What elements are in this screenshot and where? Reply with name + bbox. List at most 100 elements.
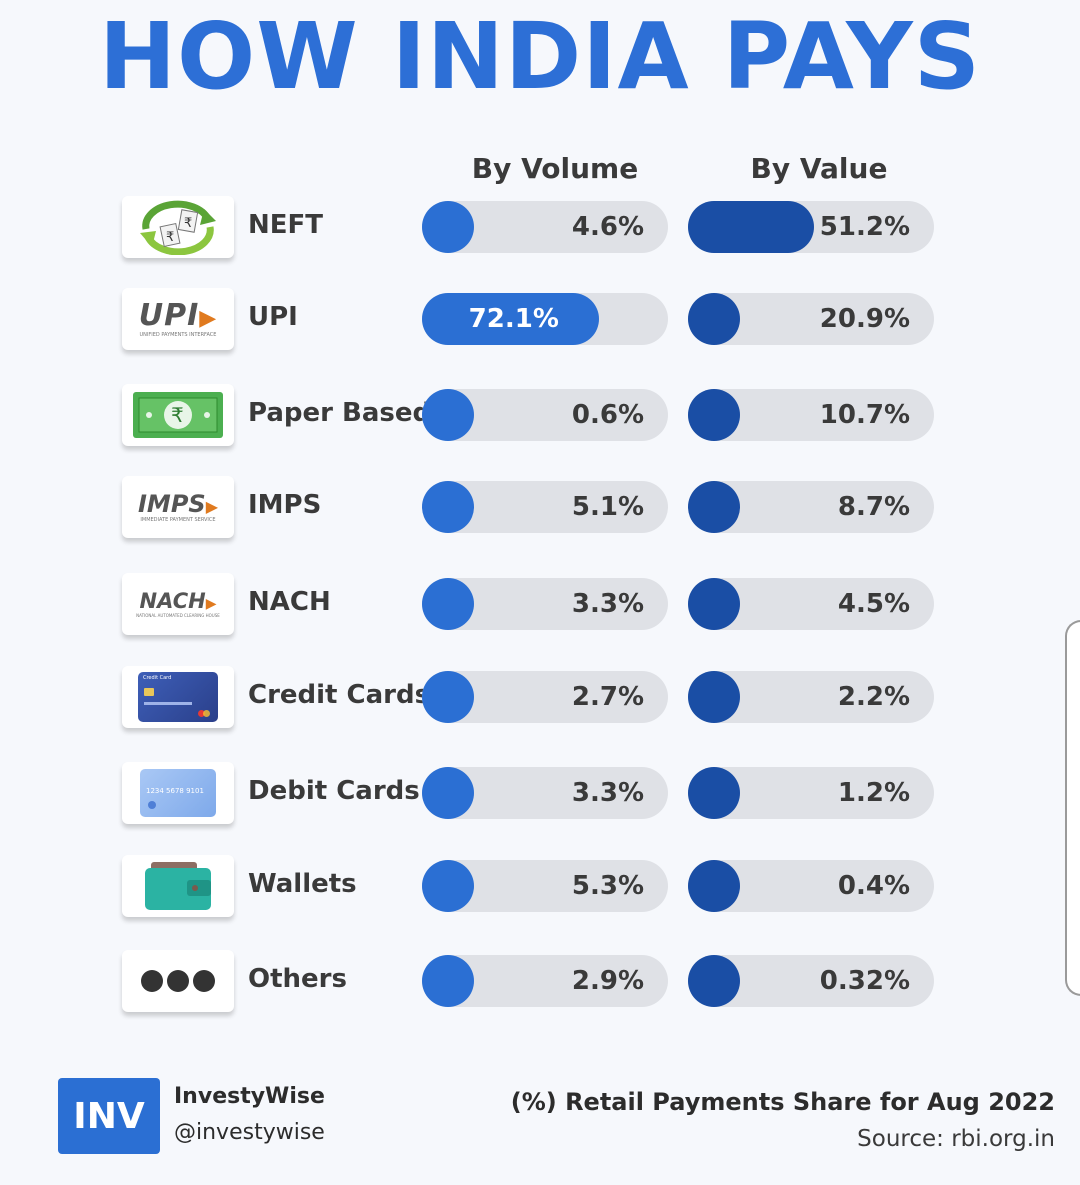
category-label: NEFT [248,210,324,240]
payment-logo: ₹ ₹ [122,196,234,258]
data-label: 5.3% [571,871,644,901]
svg-text:₹: ₹ [184,216,192,231]
brand-handle: @investywise [174,1120,325,1145]
bar [688,293,740,345]
bar-track: 5.3% [422,860,668,912]
bar [422,671,474,723]
data-label: 72.1% [468,304,559,334]
category-label: Wallets [248,869,357,899]
bar [688,389,740,441]
chart-caption: (%) Retail Payments Share for Aug 2022 [510,1088,1055,1116]
payment-logo: NACH▶ NATIONAL AUTOMATED CLEARING HOUSE [122,573,234,635]
brand-name: InvestyWise [174,1084,325,1109]
data-label: 0.6% [571,400,644,430]
payment-logo: Credit Card [122,666,234,728]
bar [688,578,740,630]
data-label: 2.7% [571,682,644,712]
bar [688,767,740,819]
nach-logo: NACH▶ NATIONAL AUTOMATED CLEARING HOUSE [136,588,220,618]
data-label: 0.32% [819,966,910,996]
chart-row: UPI▶ UNIFIED PAYMENTS INTERFACE UPI 72.1%… [0,288,1080,358]
payment-logo: UPI▶ UNIFIED PAYMENTS INTERFACE [122,288,234,350]
bar [422,955,474,1007]
bar-track: 0.6% [422,389,668,441]
payment-logo: 1234 5678 9101 [122,762,234,824]
bar-track: 2.7% [422,671,668,723]
bar-track: 2.2% [688,671,934,723]
category-label: IMPS [248,490,322,520]
upi-logo: UPI▶ UNIFIED PAYMENTS INTERFACE [138,297,218,338]
bar-track: 1.2% [688,767,934,819]
data-label: 10.7% [819,400,910,430]
chart-row: Wallets 5.3% 0.4% [0,855,1080,925]
chart-source: Source: rbi.org.in [857,1126,1055,1152]
page-title: HOW INDIA PAYS [98,3,982,110]
bar-track: 8.7% [688,481,934,533]
data-label: 51.2% [819,212,910,242]
investywise-logo-text: INV [73,1095,145,1137]
category-label: Others [248,964,347,994]
data-label: 3.3% [571,589,644,619]
investywise-logo: INV [58,1078,160,1154]
data-label: 2.2% [837,682,910,712]
bar-track: 5.1% [422,481,668,533]
chart-row: ₹ Paper Based 0.6% 10.7% [0,384,1080,454]
svg-text:₹: ₹ [166,230,174,245]
bar-track: 0.32% [688,955,934,1007]
bar-track: 10.7% [688,389,934,441]
bar-track: 2.9% [422,955,668,1007]
data-label: 4.6% [571,212,644,242]
category-label: UPI [248,302,298,332]
svg-text:₹: ₹ [171,403,184,427]
bar [422,481,474,533]
chart-row: NACH▶ NATIONAL AUTOMATED CLEARING HOUSE … [0,573,1080,643]
data-label: 4.5% [837,589,910,619]
chart-row: ₹ ₹ NEFT 4.6% 51.2% [0,196,1080,266]
bar-track: 0.4% [688,860,934,912]
bar [688,201,814,253]
debit-card-icon: 1234 5678 9101 [140,769,216,817]
payment-logo [122,950,234,1012]
bar [688,955,740,1007]
wallet-icon [145,862,211,910]
more-icon [141,970,215,992]
bar [422,578,474,630]
data-label: 5.1% [571,492,644,522]
chart-row: Others 2.9% 0.32% [0,950,1080,1020]
bar-track: 4.5% [688,578,934,630]
chart-row: 1234 5678 9101 Debit Cards 3.3% 1.2% [0,762,1080,832]
category-label: Credit Cards [248,680,431,710]
bar-track: 51.2% [688,201,934,253]
data-label: 1.2% [837,778,910,808]
bar-track: 3.3% [422,578,668,630]
data-label: 0.4% [837,871,910,901]
bar-track: 4.6% [422,201,668,253]
category-label: Debit Cards [248,776,420,806]
bar [688,671,740,723]
bar [422,860,474,912]
bar [422,201,474,253]
payment-logo: ₹ [122,384,234,446]
payment-logo [122,855,234,917]
imps-logo: IMPS▶ IMMEDIATE PAYMENT SERVICE [138,489,218,523]
scroll-handle[interactable] [1065,620,1080,996]
credit-card-icon: Credit Card [138,672,218,722]
bar [688,860,740,912]
column-header-value: By Value [750,152,888,185]
column-header-volume: By Volume [471,152,639,185]
category-label: NACH [248,587,331,617]
bar-track: 72.1% [422,293,668,345]
bar-track: 20.9% [688,293,934,345]
chart-row: IMPS▶ IMMEDIATE PAYMENT SERVICE IMPS 5.1%… [0,476,1080,546]
chart-row: Credit Card Credit Cards 2.7% 2.2% [0,666,1080,736]
bar [422,389,474,441]
payment-logo: IMPS▶ IMMEDIATE PAYMENT SERVICE [122,476,234,538]
bar-track: 3.3% [422,767,668,819]
bar [688,481,740,533]
data-label: 20.9% [819,304,910,334]
data-label: 8.7% [837,492,910,522]
data-label: 2.9% [571,966,644,996]
bar [422,767,474,819]
data-label: 3.3% [571,778,644,808]
category-label: Paper Based [248,398,432,428]
